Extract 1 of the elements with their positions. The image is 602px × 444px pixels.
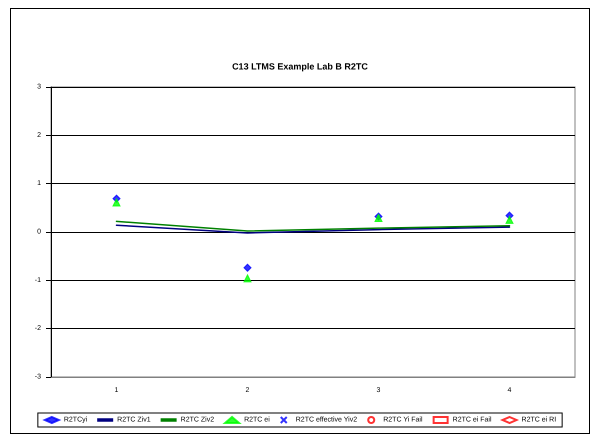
chart-title: C13 LTMS Example Lab B R2TC: [232, 62, 368, 72]
